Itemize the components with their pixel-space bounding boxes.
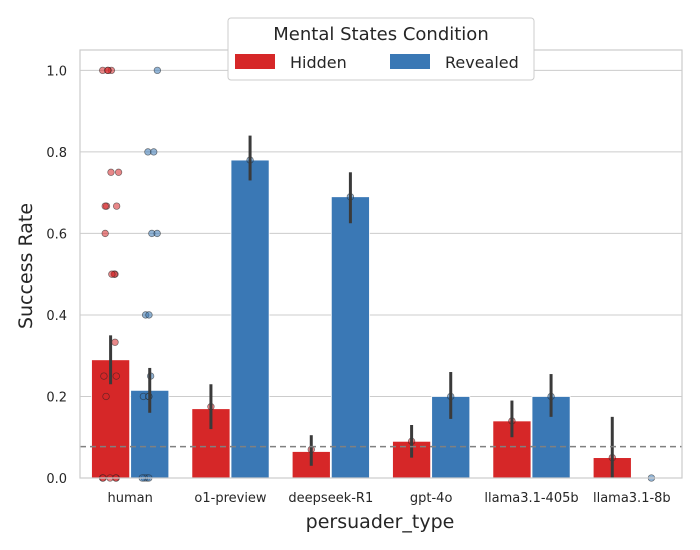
legend-label-hidden: Hidden	[290, 53, 347, 72]
point-revealed-human	[153, 66, 162, 75]
y-tick-label: 0.6	[46, 227, 67, 242]
x-tick-label: gpt-4o	[410, 491, 453, 506]
point-hidden-human	[104, 66, 112, 75]
legend-swatch-hidden	[235, 54, 275, 69]
y-tick-label: 0.8	[46, 146, 67, 161]
x-tick-label: llama3.1-405b	[484, 491, 578, 506]
x-tick-label: deepseek-R1	[288, 491, 373, 506]
point-revealed-human	[145, 311, 153, 319]
data-points	[98, 66, 656, 482]
bars	[91, 159, 632, 479]
legend-box	[227, 17, 535, 81]
point-hidden-human	[112, 202, 121, 210]
y-axis-label: Success Rate	[15, 203, 37, 329]
plot-frame	[79, 49, 683, 479]
error-bars	[109, 135, 614, 478]
y-tick-label: 0.2	[46, 390, 67, 405]
point-hidden-human	[100, 372, 108, 380]
point-hidden-human	[101, 229, 109, 238]
x-tick-label: llama3.1-8b	[593, 491, 671, 506]
point-revealed-human	[153, 229, 161, 238]
plot-border	[79, 49, 683, 479]
point-hidden-human	[114, 168, 123, 176]
y-tick-label: 0.4	[46, 309, 67, 324]
point-hidden-human	[107, 168, 115, 176]
point-hidden-human	[112, 372, 120, 380]
y-tick-label: 0.0	[46, 472, 67, 487]
bar-revealed-deepseek-R1	[330, 196, 370, 479]
y-tick-labels: 0.0 0.2 0.4 0.6 0.8 1.0	[46, 64, 67, 487]
x-tick-labels: human o1-preview deepseek-R1 gpt-4o llama3.1…	[107, 491, 670, 506]
grid-lines	[80, 69, 682, 479]
legend-label-revealed: Revealed	[445, 53, 519, 72]
legend-swatch-revealed	[390, 54, 430, 69]
point-revealed-human	[150, 148, 158, 156]
point-hidden-human	[108, 270, 116, 278]
x-axis-label: persuader_type	[306, 511, 455, 533]
point-hidden-human	[111, 338, 119, 346]
point-hidden-human	[101, 202, 109, 210]
y-tick-label: 1.0	[46, 64, 67, 79]
x-tick-label: human	[107, 491, 152, 506]
legend-title: Mental States Condition	[273, 24, 488, 45]
point-hidden-human	[102, 392, 110, 401]
x-tick-label: o1-preview	[194, 491, 267, 506]
bar-revealed-o1-preview	[230, 159, 270, 479]
legend: Mental States Condition Hidden Revealed	[227, 17, 535, 81]
